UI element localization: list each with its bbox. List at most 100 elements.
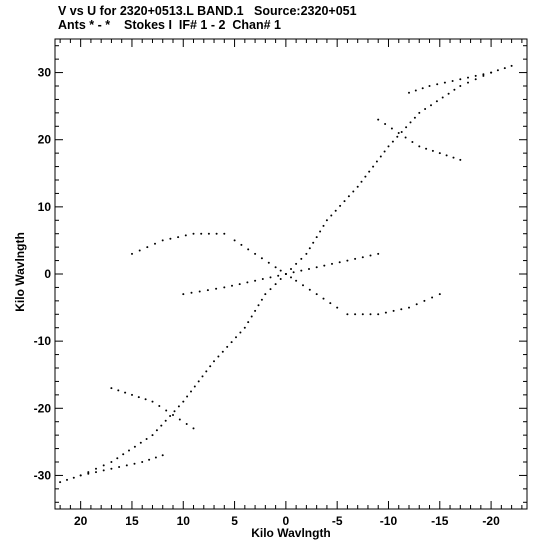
uv-point [144,398,147,401]
uv-point [295,262,298,265]
uv-point [274,283,277,286]
uv-point [239,331,242,334]
uv-point [322,224,325,227]
uv-point [379,155,382,158]
uv-point [102,464,105,467]
uv-point [125,464,128,467]
uv-point [400,308,403,311]
uv-point [110,387,113,390]
uv-point [339,204,342,207]
uv-point [361,256,364,259]
uv-point [496,69,499,72]
uv-point [423,299,426,302]
uv-point [383,150,386,153]
uv-point [323,264,326,267]
uv-point [133,445,136,448]
uv-point [441,96,444,99]
uv-point [198,290,201,293]
x-tick-label: 0 [283,514,290,528]
uv-point [453,88,456,91]
y-axis-label: Kilo Wavlngth [13,232,27,312]
uv-point [221,350,224,353]
uv-point [369,254,372,257]
uv-point [243,326,246,329]
y-tick-label: 20 [38,133,52,147]
uv-point [102,469,105,472]
uv-point [414,89,417,92]
uv-point [72,476,75,479]
uv-point [95,467,97,470]
uv-point [213,360,215,363]
uv-point [206,289,209,292]
y-tick-label: 10 [38,200,52,214]
uv-point [413,116,416,119]
chart-subtitle: Ants * - * Stokes I IF# 1 - 2 Chan# 1 [58,18,281,32]
uv-point [177,236,180,239]
uv-point [172,414,174,416]
uv-point [110,467,113,470]
uv-point [308,247,311,250]
uv-point [66,478,68,481]
uv-point [346,313,349,316]
uv-point [334,209,337,212]
uv-point [169,237,172,240]
uv-point [231,284,233,287]
uv-point [269,288,272,291]
uv-point [131,252,133,255]
uv-point [158,405,161,407]
uv-point [377,118,380,121]
uv-point [364,175,367,178]
uv-point [459,85,462,87]
x-tick-label: -10 [380,514,398,528]
y-tick-label: 30 [38,66,52,80]
uv-point [503,67,506,70]
uv-point [418,111,421,114]
uv-point [201,375,204,378]
uv-point [223,232,226,235]
uv-point [279,278,282,280]
uv-point [330,214,333,217]
uv-point [279,269,282,272]
uv-point [197,380,200,383]
uv-point [411,141,414,143]
uv-point [247,248,250,251]
uv-point [269,276,272,279]
uv-point [390,127,393,130]
uv-point [182,293,185,296]
uv-point [177,405,180,408]
uv-point [451,80,454,82]
uv-point [184,234,187,237]
uv-point [192,232,195,235]
uv-point [59,481,62,484]
uv-point [308,268,310,270]
uv-point [148,458,151,461]
uv-point [230,341,233,344]
uv-point [459,158,462,161]
uv-point [261,278,264,280]
uv-point [165,409,168,412]
uv-point [128,449,130,452]
uv-point [164,419,167,422]
uv-point [392,309,395,312]
uv-point [424,108,427,110]
uv-point [459,78,462,81]
uv-point [295,279,298,282]
uv-point [178,418,181,421]
uv-point [160,424,163,427]
uv-point [139,441,142,444]
uv-point [315,293,318,296]
uv-point [182,400,185,403]
uv-point [343,200,346,203]
uv-point [336,306,339,309]
uv-point [235,336,237,339]
uv-point [192,427,195,430]
y-tick-label: -20 [34,401,52,415]
uv-point [264,293,267,296]
uv-point [250,315,253,318]
uv-point [233,239,236,242]
uv-point [352,190,355,193]
uv-point [331,262,333,265]
uv-point [482,74,485,77]
uv-point [384,311,387,314]
uv-point [141,461,144,463]
